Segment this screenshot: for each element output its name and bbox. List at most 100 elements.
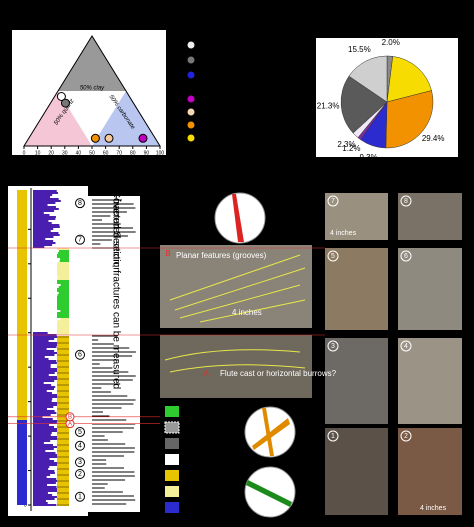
log-trace (33, 480, 60, 482)
photo-caption: Flute cast or horizontal burrows? (220, 369, 337, 378)
lithology (57, 424, 69, 426)
lithology (57, 350, 69, 352)
rose-petal (246, 480, 292, 507)
clay-region (58, 36, 126, 91)
log-trace (33, 262, 53, 264)
log-trace (33, 224, 60, 226)
log-trace (33, 382, 44, 384)
log-trace (33, 402, 60, 404)
log-trace (33, 352, 59, 354)
log-trace (33, 448, 54, 450)
log-trace (33, 266, 57, 268)
photo-number-ring (400, 195, 412, 207)
log-trace (33, 436, 58, 438)
lithology (57, 472, 69, 474)
log-trace (33, 250, 60, 252)
log-trace (33, 350, 55, 352)
log-trace (33, 358, 49, 360)
value-label: 2.3% (337, 140, 355, 149)
legend-dot (187, 121, 195, 129)
photo-marker: B (165, 249, 170, 258)
log-trace (33, 238, 46, 240)
log-trace (33, 272, 43, 274)
lithology (57, 456, 69, 458)
log-trace (33, 394, 60, 396)
groove-trace (169, 254, 306, 323)
value-label: 15.5% (348, 45, 371, 54)
lithology (57, 470, 69, 472)
lithology (57, 490, 69, 492)
lithology (57, 498, 69, 500)
lithology (57, 458, 69, 460)
log-trace (33, 294, 58, 296)
lithology (57, 412, 69, 414)
lithology (57, 486, 69, 488)
log-trace (33, 452, 56, 454)
quartz-region (24, 91, 92, 146)
lithology (57, 478, 69, 480)
tick-label: 100 (156, 150, 165, 156)
log-trace (33, 278, 56, 280)
log-trace (33, 410, 55, 412)
log-trace (33, 468, 49, 470)
log-trace (33, 440, 51, 442)
legend-dot (187, 71, 195, 79)
lithology (57, 502, 69, 504)
log-trace (33, 232, 59, 234)
legend-box (165, 486, 179, 497)
lithology (57, 434, 69, 436)
log-trace (33, 216, 56, 218)
log-trace (33, 442, 44, 444)
log-trace (33, 366, 51, 368)
fracture-panel (88, 196, 140, 512)
lithology (57, 394, 69, 396)
log-trace (33, 346, 57, 348)
log-trace (33, 302, 57, 304)
lithology (57, 476, 69, 478)
log-trace (33, 338, 55, 340)
pie-slice (385, 90, 434, 149)
log-trace (33, 304, 52, 306)
photo (398, 193, 462, 240)
photo (325, 428, 388, 515)
log-trace (33, 392, 52, 394)
lithology (57, 500, 69, 502)
log-trace (33, 292, 59, 294)
log-trace (33, 236, 54, 238)
unit-marker (75, 426, 85, 437)
scale-label: 4 inches (232, 308, 262, 317)
log-trace (33, 418, 53, 420)
lithology (57, 344, 69, 346)
pie-slice (386, 56, 432, 103)
log-trace (33, 228, 54, 230)
log-trace (33, 398, 53, 400)
photo (398, 338, 462, 424)
log-trace (33, 414, 51, 416)
lithology (17, 330, 27, 420)
lithology (57, 480, 69, 482)
log-trace (33, 494, 53, 496)
lithology (57, 420, 69, 422)
log-trace (33, 240, 54, 242)
log-trace (33, 192, 58, 194)
log-trace (33, 274, 54, 276)
value-label: 9.3% (359, 153, 377, 162)
lithology (57, 364, 69, 366)
lithology (57, 342, 69, 344)
log-trace (33, 456, 59, 458)
lithology (57, 368, 69, 370)
photo-caption: Planar features (grooves) (176, 251, 267, 260)
marker-circle (65, 412, 75, 422)
sample-point (56, 92, 66, 101)
legend-box (165, 470, 179, 481)
log-trace (33, 478, 57, 480)
tick-label: 0 (23, 150, 26, 156)
unit-label: 8 (78, 200, 82, 207)
lithology (57, 378, 69, 380)
photo-number: 5 (331, 253, 335, 260)
photo-number: 3 (331, 343, 335, 350)
lithology (57, 358, 69, 360)
non-fractured-label: Non-fractured section (110, 177, 121, 273)
unit-marker (75, 468, 85, 479)
log-trace (33, 370, 61, 372)
